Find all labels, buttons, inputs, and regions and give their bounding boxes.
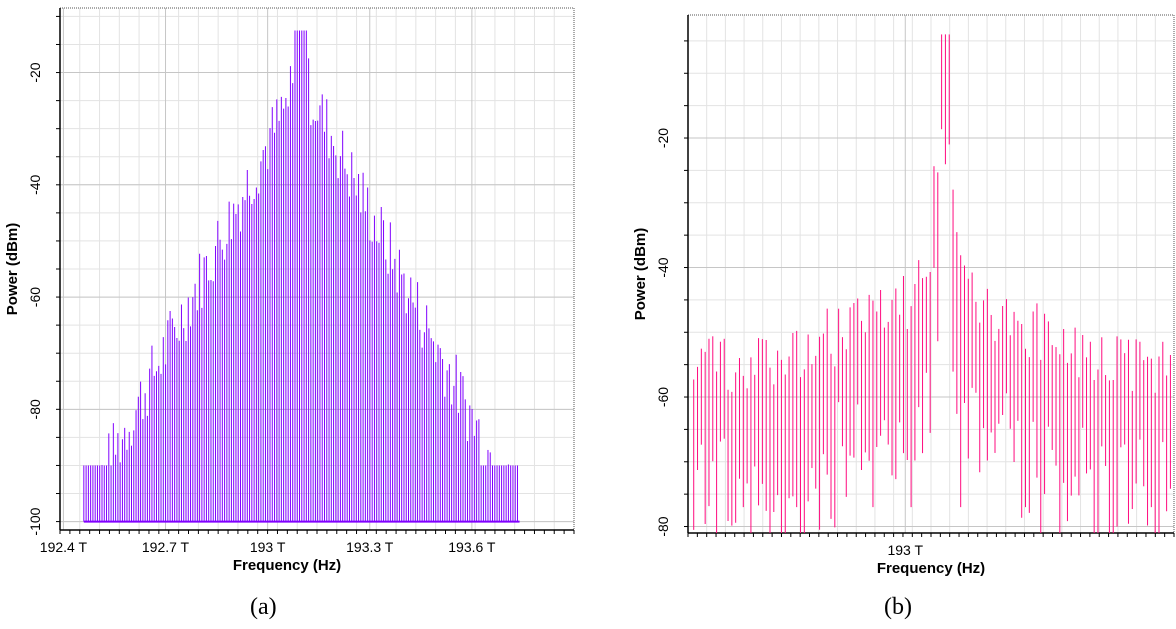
spectrum-chart-b: -20 -40 -60 -80 193 T Frequency (Hz) Power (dB… bbox=[632, 14, 1175, 577]
series-trace bbox=[83, 30, 518, 522]
x-tick-label: 193.3 T bbox=[346, 539, 394, 555]
x-tick-label: 193 T bbox=[887, 542, 923, 558]
series-trace bbox=[693, 34, 1171, 533]
y-tick-label: -100 bbox=[27, 507, 43, 535]
major-grid bbox=[688, 15, 1174, 533]
y-tick-label: -80 bbox=[27, 399, 43, 419]
y-tick-label: -20 bbox=[655, 128, 671, 148]
x-axis-title: Frequency (Hz) bbox=[877, 560, 985, 577]
x-tick-label: 193.6 T bbox=[448, 539, 496, 555]
x-tick-label: 192.7 T bbox=[142, 539, 190, 555]
x-tick-label: 193 T bbox=[250, 539, 286, 555]
y-tick-label: -60 bbox=[27, 287, 43, 307]
y-tick-label: -60 bbox=[655, 387, 671, 407]
y-minor-ticks bbox=[56, 15, 60, 523]
caption-a: (a) bbox=[250, 594, 277, 620]
x-axis-title: Frequency (Hz) bbox=[233, 557, 341, 574]
major-grid bbox=[60, 8, 574, 530]
x-minor-ticks bbox=[687, 533, 1175, 537]
chart-panel-b: -20 -40 -60 -80 193 T Frequency (Hz) Power (dB… bbox=[600, 0, 1176, 629]
minor-grid bbox=[688, 15, 1174, 533]
chart-panel-a: -20 -40 -60 -80 -100 192.4 T 192.7 T 193 T 193.3… bbox=[4, 7, 575, 620]
caption-b: (b) bbox=[884, 594, 912, 620]
y-axis-title: Power (dBm) bbox=[632, 228, 649, 321]
minor-grid bbox=[60, 8, 574, 530]
y-tick-label: -80 bbox=[655, 516, 671, 536]
x-tick-label: 192.4 T bbox=[40, 539, 88, 555]
y-axis-title: Power (dBm) bbox=[4, 223, 21, 316]
y-tick-label: -20 bbox=[27, 62, 43, 82]
y-tick-label: -40 bbox=[655, 257, 671, 277]
y-minor-ticks bbox=[684, 40, 688, 528]
x-minor-ticks bbox=[59, 530, 575, 534]
spectrum-chart-a: -20 -40 -60 -80 -100 192.4 T 192.7 T 193 T 193.3… bbox=[4, 7, 575, 574]
y-tick-label: -40 bbox=[27, 174, 43, 194]
